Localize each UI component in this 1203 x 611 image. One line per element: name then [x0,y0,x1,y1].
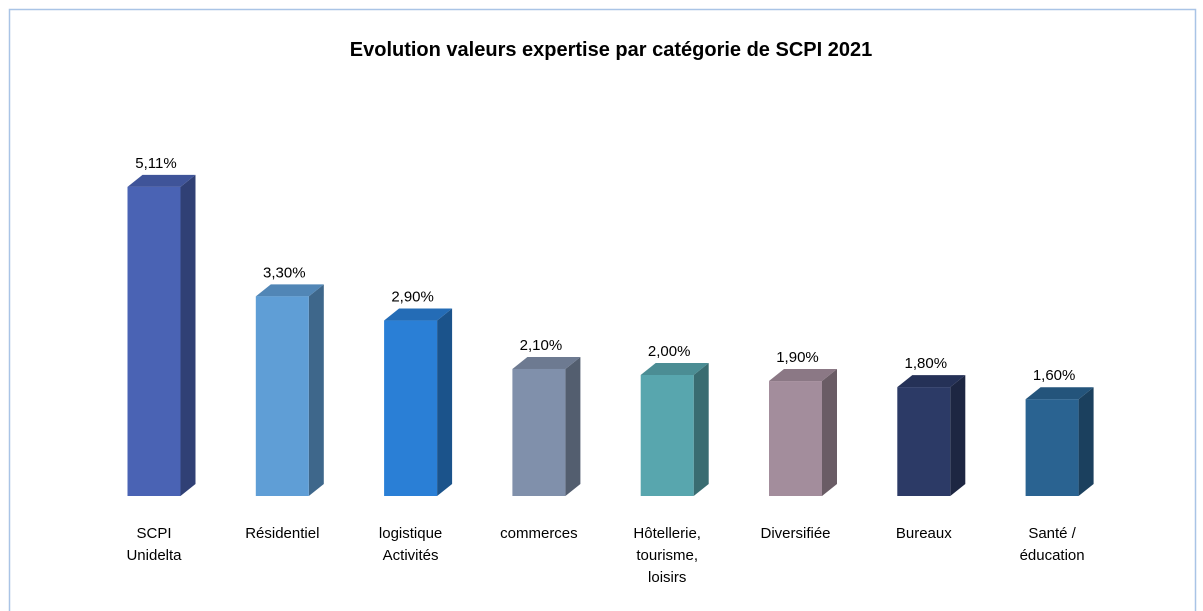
x-tick-label: Diversifiée [760,525,830,542]
bar-top [127,174,196,187]
x-tick-label: commerces [500,525,578,542]
bar-top [897,375,966,388]
bar [640,375,694,496]
chart-frame [8,8,1197,611]
x-tick-label: logistique Activités [379,525,442,564]
data-label: 2,00% [648,343,691,360]
bar [897,387,951,496]
data-label: 2,90% [391,289,434,306]
bar-top [1025,387,1094,400]
bar-top [640,363,709,375]
bar [384,320,438,496]
x-tick-label: Santé / éducation [1020,525,1085,564]
bar [255,296,309,496]
bar-side [950,375,966,496]
bar-side [1078,387,1094,496]
x-tick-label: Hôtellerie, tourisme, loisirs [633,525,701,586]
bar [769,381,822,496]
bar [1025,399,1079,496]
bar-side [693,363,709,496]
bar-side [565,356,581,496]
x-tick-label: Bureaux [896,525,952,542]
data-label: 1,90% [776,349,819,366]
bar [127,186,181,496]
bar-top [255,284,324,297]
x-tick-label: SCPI Unidelta [126,525,182,564]
data-label: 5,11% [135,155,176,172]
bar [512,368,566,496]
chart-title: Evolution valeurs expertise par catégori… [350,39,872,61]
bar-side [437,308,453,496]
bar-side [180,174,196,496]
bar-top [769,369,837,382]
bar-side [308,284,324,496]
bar-side [822,369,837,496]
data-label: 3,30% [263,264,306,281]
data-label: 2,10% [520,337,563,354]
bar-top [384,308,453,321]
data-label: 1,80% [905,355,948,372]
data-label: 1,60% [1033,367,1076,384]
bar-top [512,356,581,369]
x-tick-label: Résidentiel [245,525,319,542]
